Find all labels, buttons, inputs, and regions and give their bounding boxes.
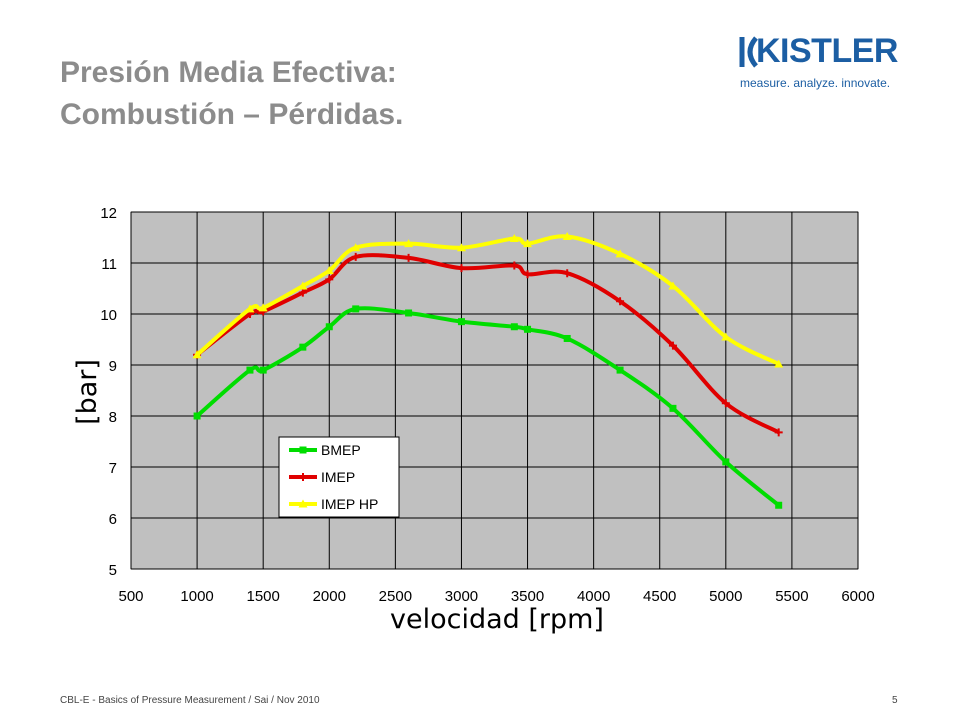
data-point-bmep: [563, 334, 571, 342]
x-tick-label: 3000: [445, 588, 478, 605]
data-point-imep-hp: [192, 350, 202, 359]
data-point-bmep: [299, 343, 307, 351]
x-tick-label: 500: [118, 588, 143, 605]
data-point-bmep: [325, 323, 333, 331]
data-point-imep-hp: [324, 266, 334, 275]
data-point-imep-hp: [509, 234, 519, 243]
series-layer: [192, 231, 784, 509]
x-tick-label: 1000: [180, 588, 213, 605]
plot-area: [130, 211, 859, 570]
data-point-imep: [774, 428, 783, 437]
y-tick-label: 9: [109, 358, 117, 375]
x-tick-label: 1500: [246, 588, 279, 605]
logo-k-mark-icon: [739, 36, 758, 68]
series-imep: [193, 252, 783, 437]
x-tick-label: 4000: [577, 588, 610, 605]
footer-text: CBL-E - Basics of Pressure Measurement /…: [60, 695, 320, 706]
x-tick-label: 6000: [841, 588, 874, 605]
data-point-imep: [523, 270, 532, 279]
kistler-logo: KISTLER measure. analyze. innovate.: [738, 32, 913, 94]
series-bmep: [193, 305, 783, 509]
data-point-bmep: [775, 501, 783, 509]
logo-tagline: measure. analyze. innovate.: [740, 76, 891, 90]
y-tick-label: 12: [100, 205, 117, 222]
x-axis-ticks: 500 1000 1500 2000 2500 3000 3500 4000 4500 5000 5…: [118, 588, 874, 605]
data-point-imep: [668, 341, 677, 350]
data-point-imep-hp: [258, 303, 268, 312]
x-tick-label: 4500: [643, 588, 676, 605]
data-point-imep: [325, 275, 334, 284]
data-point-imep-hp: [668, 281, 678, 290]
data-point-imep-hp: [721, 332, 731, 341]
series-imep-hp: [192, 231, 784, 368]
legend-marker-imep: [299, 473, 307, 481]
legend-label-imep: IMEP: [321, 469, 355, 485]
data-point-imep: [563, 269, 572, 278]
logo-wordmark: KISTLER: [756, 32, 898, 70]
data-point-bmep: [722, 458, 730, 466]
data-point-bmep: [524, 325, 532, 333]
data-point-bmep: [616, 366, 624, 374]
data-point-imep-hp: [404, 239, 414, 248]
legend-label-bmep: BMEP: [321, 442, 361, 458]
data-point-imep: [404, 253, 413, 262]
x-tick-label: 2000: [313, 588, 346, 605]
data-point-imep-hp: [298, 281, 308, 290]
x-tick-label: 3500: [511, 588, 544, 605]
y-axis-ticks: 5 6 7 8 9 10 11 12: [100, 205, 117, 579]
data-point-imep-hp: [245, 304, 255, 313]
data-point-bmep: [246, 366, 254, 374]
slide-title-line1: Presión Media Efectiva:: [60, 56, 397, 89]
page-number: 5: [892, 695, 898, 706]
data-point-imep: [457, 264, 466, 273]
slide-title-line2: Combustión – Pérdidas.: [60, 98, 404, 131]
data-point-imep: [351, 252, 360, 261]
y-tick-label: 7: [109, 460, 117, 477]
x-tick-label: 5000: [709, 588, 742, 605]
data-point-imep-hp: [351, 243, 361, 252]
slide-title: Presión Media Efectiva: Combustión – Pér…: [60, 52, 403, 136]
data-point-imep-hp: [456, 243, 466, 252]
data-point-bmep: [259, 366, 267, 374]
data-point-bmep: [193, 412, 201, 420]
data-point-bmep: [510, 323, 518, 331]
data-point-imep: [298, 288, 307, 297]
data-point-bmep: [352, 305, 360, 313]
data-point-bmep: [457, 318, 465, 326]
data-point-imep: [616, 297, 625, 306]
data-point-imep: [510, 261, 519, 270]
y-tick-label: 5: [109, 562, 117, 579]
data-point-imep-hp: [774, 359, 784, 368]
x-tick-label: 5500: [775, 588, 808, 605]
y-tick-label: 11: [101, 256, 117, 273]
y-tick-label: 10: [100, 307, 117, 324]
data-point-imep: [721, 399, 730, 408]
data-point-imep-hp: [523, 239, 533, 248]
data-point-imep-hp: [615, 249, 625, 258]
x-axis-label: velocidad [rpm]: [390, 604, 604, 635]
legend-marker-imep-hp: [298, 499, 308, 508]
y-tick-label: 6: [109, 511, 117, 528]
legend: BMEP IMEP IMEP HP: [278, 436, 400, 518]
data-point-bmep: [669, 404, 677, 412]
data-point-bmep: [405, 309, 413, 317]
y-axis-label: [bar]: [72, 359, 103, 425]
legend-marker-bmep: [299, 446, 307, 454]
x-tick-label: 2500: [379, 588, 412, 605]
y-tick-label: 8: [109, 409, 117, 426]
data-point-imep-hp: [562, 231, 572, 240]
legend-label-imep-hp: IMEP HP: [321, 496, 378, 512]
